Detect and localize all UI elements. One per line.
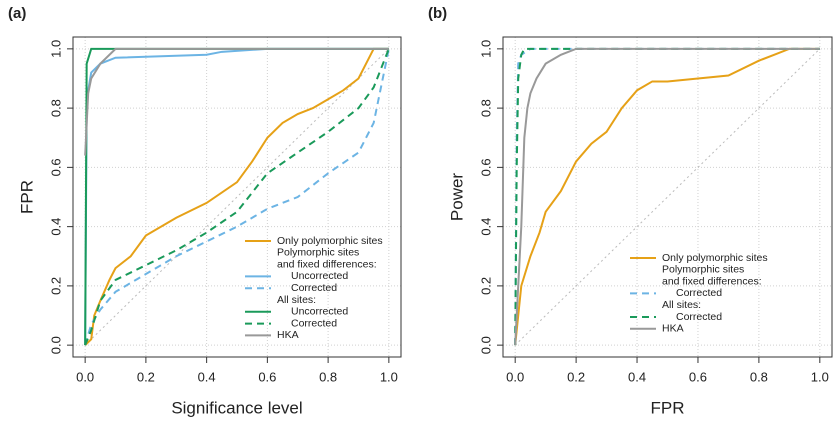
legend-label: HKA — [277, 329, 299, 341]
series-line — [84, 47, 389, 156]
x-tick-label: 0.8 — [750, 369, 768, 384]
legend-label: HKA — [662, 323, 684, 335]
series-line — [514, 47, 820, 346]
x-tick-label: 0.0 — [506, 369, 524, 384]
x-tick-label: 0.2 — [137, 369, 155, 384]
series-line — [514, 47, 820, 346]
y-tick-label: 1.0 — [478, 40, 493, 58]
legend-heading: All sites: — [277, 294, 316, 306]
legend-label: Only polymorphic sites — [277, 235, 383, 247]
panel-label: (a) — [8, 5, 26, 22]
legend-label: Corrected — [676, 311, 722, 323]
x-tick-label: 0.0 — [76, 369, 94, 384]
x-tick-label: 0.4 — [198, 369, 216, 384]
series-line — [84, 47, 389, 346]
x-tick-label: 0.6 — [689, 369, 707, 384]
y-tick-label: 0.6 — [478, 158, 493, 176]
y-tick-label: 0.2 — [478, 277, 493, 295]
reference-diagonal — [514, 48, 821, 346]
y-tick-label: 0.4 — [48, 218, 63, 236]
x-tick-label: 1.0 — [380, 369, 398, 384]
legend-label: Only polymorphic sites — [662, 252, 768, 264]
x-tick-label: 0.8 — [319, 369, 337, 384]
series-line — [514, 47, 820, 346]
y-tick-label: 0.0 — [478, 336, 493, 354]
legend-heading: and fixed differences: — [662, 275, 762, 287]
plot-frame — [502, 36, 833, 358]
panel-label: (b) — [428, 5, 447, 22]
legend-label: Corrected — [291, 317, 337, 329]
series-line — [84, 48, 390, 346]
y-tick-label: 1.0 — [48, 40, 63, 58]
x-tick-label: 0.4 — [628, 369, 646, 384]
x-axis-label: FPR — [651, 398, 685, 417]
legend-heading: All sites: — [662, 299, 701, 311]
legend-heading: Polymorphic sites — [662, 264, 744, 276]
y-axis-label: Power — [447, 173, 466, 222]
reference-diagonal — [84, 48, 390, 346]
legend-heading: and fixed differences: — [277, 258, 377, 270]
x-tick-label: 0.2 — [567, 369, 585, 384]
x-axis-label: Significance level — [171, 398, 302, 417]
y-tick-label: 0.4 — [478, 218, 493, 236]
legend-heading: Polymorphic sites — [277, 247, 359, 259]
legend-label: Uncorrected — [291, 270, 348, 282]
y-tick-label: 0.0 — [48, 336, 63, 354]
x-tick-label: 1.0 — [811, 369, 829, 384]
legend-label: Uncorrected — [291, 306, 348, 318]
y-tick-label: 0.8 — [48, 99, 63, 117]
x-tick-label: 0.6 — [258, 369, 276, 384]
y-tick-label: 0.6 — [48, 158, 63, 176]
plot-frame — [72, 36, 402, 358]
series-line — [84, 48, 390, 346]
legend-label: Corrected — [291, 282, 337, 294]
y-axis-label: FPR — [17, 180, 36, 214]
y-tick-label: 0.8 — [478, 99, 493, 117]
legend-label: Corrected — [676, 287, 722, 299]
y-tick-label: 0.2 — [48, 277, 63, 295]
